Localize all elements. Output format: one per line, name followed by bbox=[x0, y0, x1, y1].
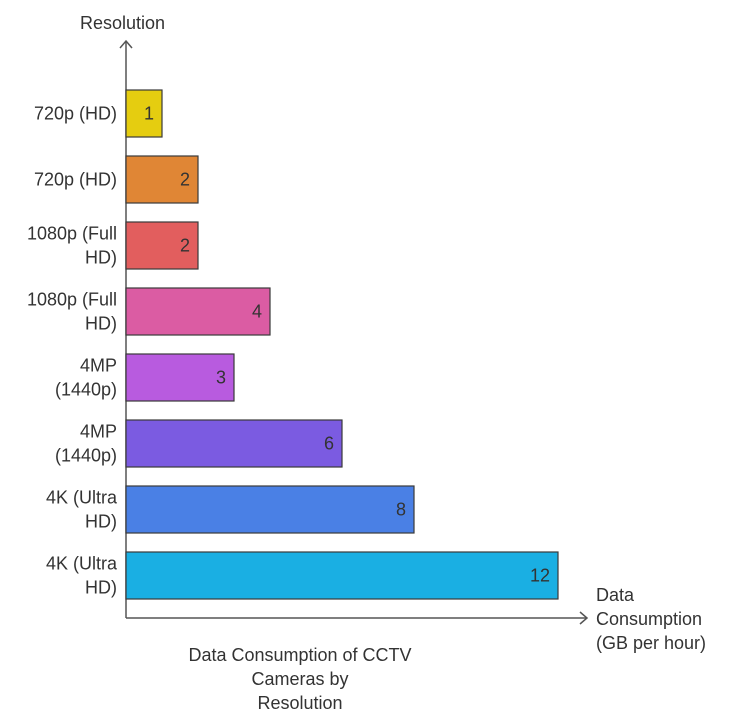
data-label-2: 2 bbox=[180, 170, 190, 190]
category-label-8: 4K (Ultra HD) bbox=[46, 554, 118, 598]
bar-5 bbox=[125, 353, 235, 402]
bar-3 bbox=[125, 221, 199, 270]
category-label-1: 720p (HD) bbox=[34, 104, 117, 124]
category-label-2: 720p (HD) bbox=[34, 170, 117, 190]
y-axis-title: Resolution bbox=[80, 13, 166, 33]
data-label-6: 6 bbox=[324, 434, 334, 454]
bar-2 bbox=[125, 155, 199, 204]
category-label-3: 1080p (Full HD) bbox=[27, 224, 117, 268]
bar-6 bbox=[125, 419, 343, 468]
data-label-1: 1 bbox=[144, 104, 154, 124]
bar-1 bbox=[125, 89, 163, 138]
data-label-5: 3 bbox=[216, 368, 226, 388]
x-axis-title: Data Consumption (GB per hour) bbox=[596, 585, 707, 653]
category-label-6: 4MP (1440p) bbox=[55, 422, 117, 466]
x-axis-arrow bbox=[579, 611, 589, 625]
data-label-4: 4 bbox=[252, 302, 262, 322]
data-label-3: 2 bbox=[180, 236, 190, 256]
data-label-8: 12 bbox=[530, 566, 550, 586]
bar-4 bbox=[125, 287, 271, 336]
y-axis-arrow bbox=[119, 39, 133, 49]
category-label-5: 4MP (1440p) bbox=[55, 356, 117, 400]
bar-8 bbox=[125, 551, 559, 600]
chart-title: Data Consumption of CCTV Cameras by Reso… bbox=[188, 645, 412, 713]
category-label-4: 1080p (Full HD) bbox=[27, 290, 117, 334]
category-label-7: 4K (Ultra HD) bbox=[46, 488, 118, 532]
data-label-7: 8 bbox=[396, 500, 406, 520]
bar-7 bbox=[125, 485, 415, 534]
